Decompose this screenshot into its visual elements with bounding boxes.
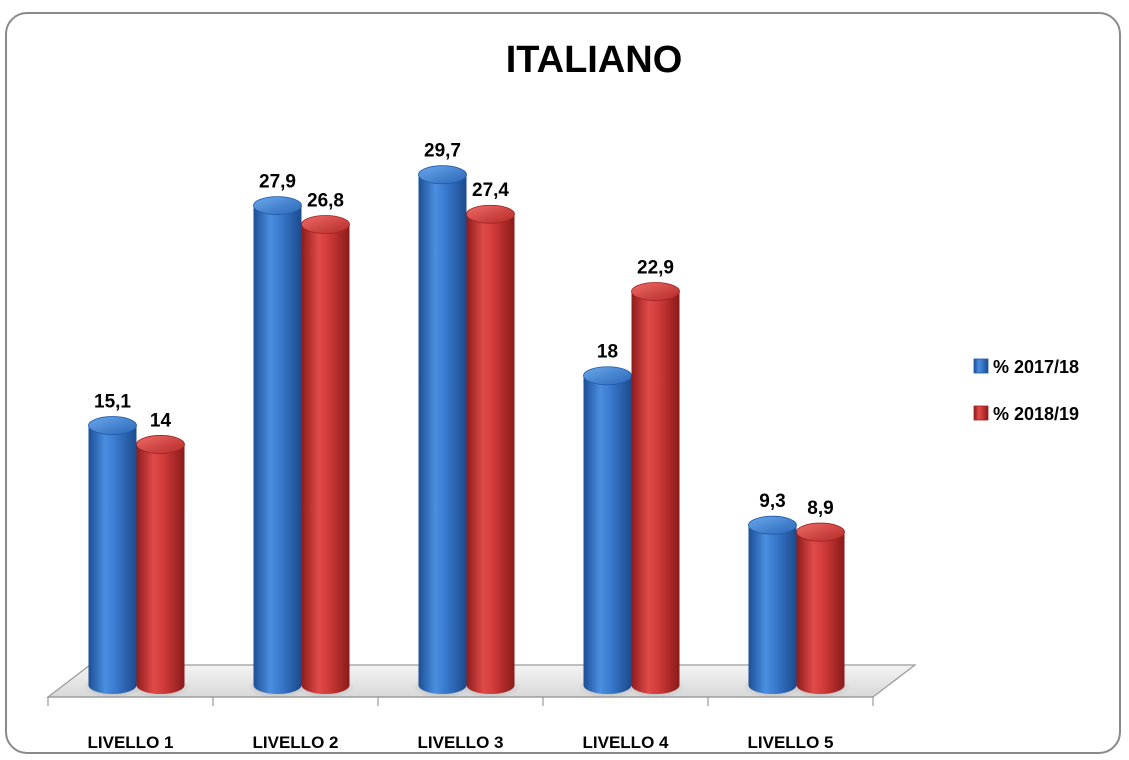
x-tick-label-livello-4: LIVELLO 4 [583, 733, 670, 752]
data-label-livello-5-series-1: 9,3 [759, 491, 785, 512]
data-label-livello-3-series-1: 29,7 [424, 141, 461, 162]
x-tick-label-livello-3: LIVELLO 3 [418, 733, 504, 752]
legend-swatch [973, 405, 989, 421]
bar-livello-4-series-1 [577, 366, 638, 698]
chart-frame [5, 12, 1121, 754]
data-label-livello-4-series-1: 18 [597, 342, 618, 363]
data-label-livello-4-series-2: 22,9 [637, 258, 674, 279]
data-label-livello-1-series-2: 14 [150, 410, 172, 431]
bar-livello-4-series-2 [625, 282, 686, 698]
legend-label-series-1: % 2017/18 [993, 357, 1079, 377]
legend-label-series-2: % 2018/19 [993, 404, 1079, 424]
bars-layer [82, 165, 851, 698]
x-tick-label-livello-2: LIVELLO 2 [253, 733, 339, 752]
legend: % 2017/18 % 2018/19 [973, 357, 1079, 424]
bar-livello-5-series-1 [742, 515, 803, 698]
x-tick-label-livello-1: LIVELLO 1 [88, 733, 174, 752]
data-label-livello-2-series-2: 26,8 [307, 191, 344, 212]
bar-livello-1-series-2 [130, 435, 191, 698]
bar-livello-2-series-1 [247, 196, 308, 698]
data-labels-layer: 15,1 14 27,9 26,8 29,7 27,4 18 22,9 9,3 8,9 [94, 141, 834, 519]
chart-title: ITALIANO [506, 39, 683, 81]
bar-livello-1-series-1 [82, 416, 143, 698]
bar-livello-2-series-2 [295, 215, 356, 698]
data-label-livello-1-series-1: 15,1 [94, 392, 131, 413]
legend-item-series-2: % 2018/19 [973, 404, 1079, 424]
legend-swatch [973, 358, 989, 374]
bar-livello-3-series-2 [460, 204, 521, 698]
bar-livello-5-series-2 [790, 522, 851, 698]
x-axis-ticks: LIVELLO 1 LIVELLO 2 LIVELLO 3 LIVELLO 4 LIVE… [47, 697, 874, 752]
bar-livello-3-series-1 [412, 165, 473, 698]
legend-item-series-1: % 2017/18 [973, 357, 1079, 377]
data-label-livello-3-series-2: 27,4 [472, 180, 509, 201]
data-label-livello-2-series-1: 27,9 [259, 172, 296, 193]
data-label-livello-5-series-2: 8,9 [807, 498, 833, 519]
x-tick-label-livello-5: LIVELLO 5 [748, 733, 834, 752]
